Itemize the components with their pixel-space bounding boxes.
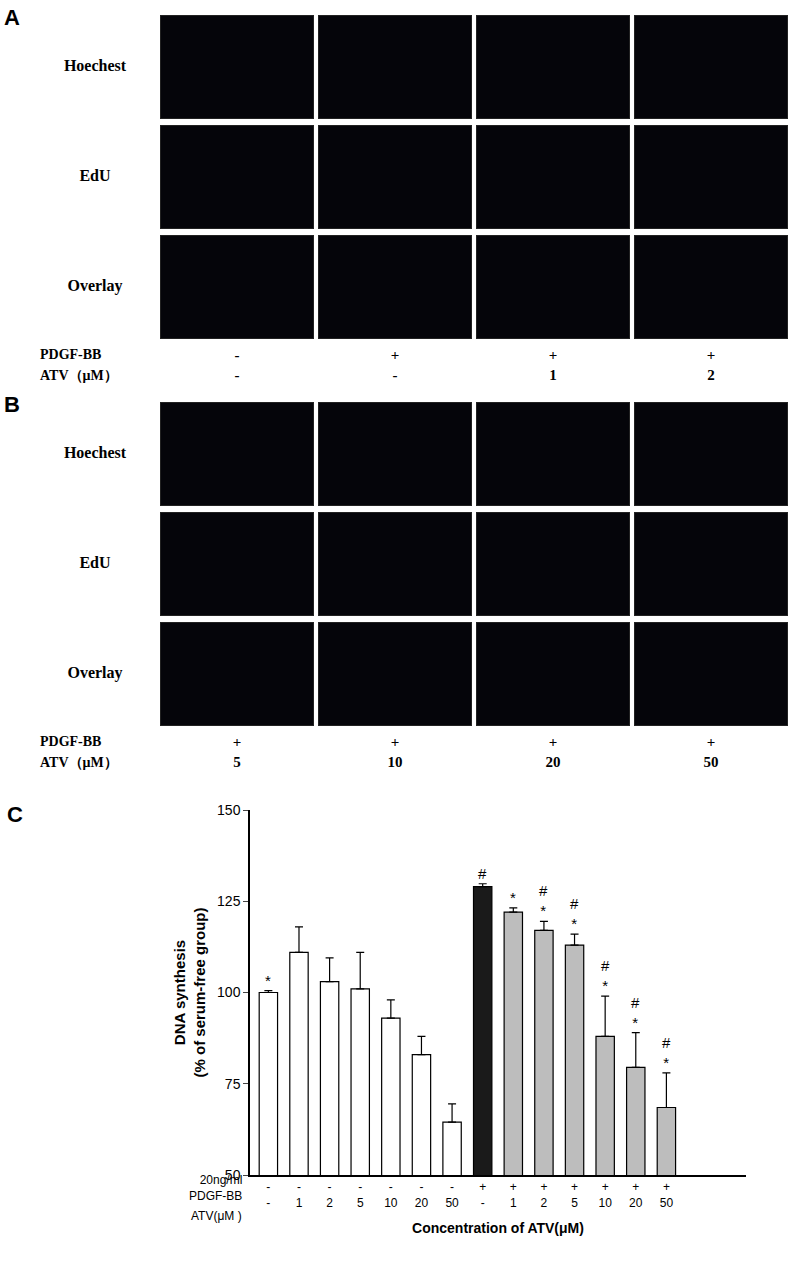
html-text:A: A: [4, 5, 20, 30]
html-text:EdU: EdU: [79, 554, 111, 571]
html-text:PDGF-BB: PDGF-BB: [40, 734, 102, 749]
html-text:ATV（μM）: ATV（μM）: [40, 755, 118, 770]
svg-text:50: 50: [225, 1167, 241, 1183]
svg-text:-10: -10: [384, 1180, 398, 1210]
html-text:10: 10: [387, 754, 403, 770]
html-text:Hoechest: Hoechest: [63, 444, 127, 461]
html-text:Hoechest: Hoechest: [63, 57, 127, 74]
svg-text:ATV(μM ): ATV(μM ): [191, 1209, 242, 1223]
html-text:20: 20: [545, 754, 561, 770]
svg-text:DNA synthesis(% of serum-free: DNA synthesis(% of serum-free group): [171, 907, 208, 1077]
svg-text:*: *: [265, 972, 271, 989]
svg-text:#: #: [478, 865, 487, 882]
html-text:B: B: [4, 392, 20, 417]
svg-text:+50: +50: [660, 1180, 674, 1210]
svg-text:#*: #*: [662, 1034, 671, 1071]
svg-text:20ng/mlPDGF-BB: 20ng/mlPDGF-BB: [189, 1173, 242, 1203]
svg-text:125: 125: [217, 893, 241, 909]
svg-text:#*: #*: [631, 994, 640, 1031]
html-text:ATV（μM）: ATV（μM）: [40, 368, 118, 383]
svg-text:-5: -5: [357, 1180, 364, 1210]
svg-text:+-: +-: [479, 1180, 486, 1210]
svg-text:#*: #*: [601, 957, 610, 994]
html-text:1: 1: [549, 367, 557, 383]
svg-text:+20: +20: [629, 1180, 643, 1210]
svg-text:#*: #*: [570, 895, 579, 932]
svg-text:-1: -1: [296, 1180, 303, 1210]
html-text:5: 5: [233, 754, 241, 770]
svg-text:Concentration of ATV(μM): Concentration of ATV(μM): [412, 1220, 584, 1236]
svg-text:+10: +10: [598, 1180, 612, 1210]
html-text:Overlay: Overlay: [67, 277, 123, 294]
html-text:EdU: EdU: [79, 167, 111, 184]
svg-text:*: *: [510, 889, 516, 906]
svg-text:100: 100: [217, 984, 241, 1000]
svg-text:75: 75: [225, 1076, 241, 1092]
svg-text:+2: +2: [540, 1180, 547, 1210]
html-text:50: 50: [703, 754, 719, 770]
html-text:2: 2: [707, 367, 715, 383]
svg-text:150: 150: [217, 802, 241, 818]
svg-text:#*: #*: [539, 882, 548, 919]
svg-text:C: C: [7, 802, 23, 827]
html-text:PDGF-BB: PDGF-BB: [40, 347, 102, 362]
svg-text:-50: -50: [445, 1180, 459, 1210]
svg-text:+5: +5: [571, 1180, 578, 1210]
svg-text:+1: +1: [510, 1180, 517, 1210]
svg-text:--: --: [266, 1180, 270, 1210]
html-text:Overlay: Overlay: [67, 664, 123, 681]
svg-text:-20: -20: [415, 1180, 429, 1210]
svg-text:-2: -2: [326, 1180, 333, 1210]
